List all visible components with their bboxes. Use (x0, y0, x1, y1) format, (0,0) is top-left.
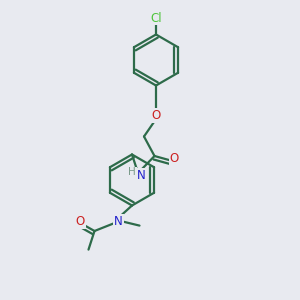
Text: O: O (76, 215, 85, 228)
Text: O: O (152, 109, 160, 122)
Text: H: H (128, 167, 136, 177)
Text: N: N (136, 169, 146, 182)
Text: Cl: Cl (150, 11, 162, 25)
Text: O: O (169, 152, 178, 166)
Text: N: N (114, 215, 123, 228)
